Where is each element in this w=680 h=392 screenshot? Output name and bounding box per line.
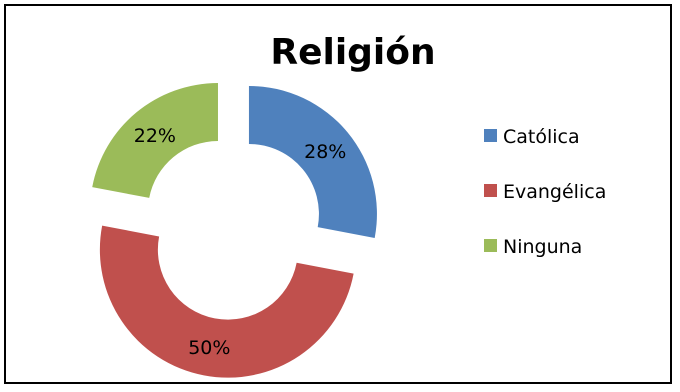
chart-title: Religión <box>270 32 436 73</box>
donut-slice-ninguna <box>92 83 218 198</box>
data-label-ninguna: 22% <box>134 125 176 147</box>
legend-swatch-evangelica <box>484 184 497 197</box>
legend-swatch-catolica <box>484 129 497 142</box>
legend-item-ninguna: Ninguna <box>484 236 582 258</box>
legend-swatch-ninguna <box>484 239 497 252</box>
legend-label-catolica: Católica <box>503 126 580 148</box>
data-label-catolica: 28% <box>304 141 346 163</box>
legend-label-ninguna: Ninguna <box>503 236 583 258</box>
donut-slice-catolica <box>248 85 377 238</box>
donut-slice-evangelica <box>99 225 354 378</box>
legend-label-evangelica: Evangélica <box>503 181 607 203</box>
legend-item-catolica: Católica <box>484 126 580 148</box>
legend-item-evangelica: Evangélica <box>484 181 606 203</box>
data-label-evangelica: 50% <box>188 337 230 359</box>
